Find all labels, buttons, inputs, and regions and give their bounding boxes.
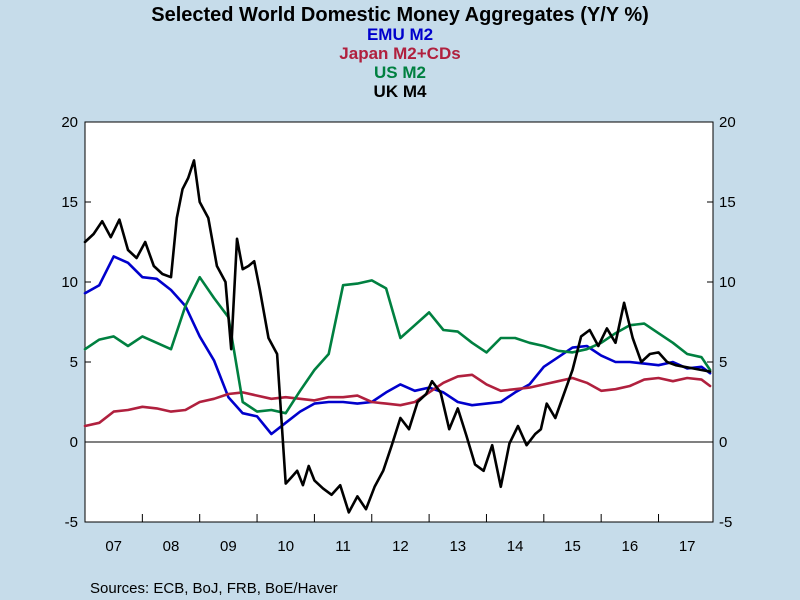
left-tick-label-2: 5 [70, 354, 78, 371]
x-axis: 07 08 09 10 11 12 13 14 15 16 17 [105, 514, 696, 555]
x-tick-label-10: 17 [679, 538, 696, 555]
left-tick-label-5: 20 [61, 114, 78, 131]
legend-entry-1: Japan M2+CDs [339, 44, 460, 63]
x-tick-label-8: 15 [564, 538, 581, 555]
series-line-1 [83, 373, 712, 428]
right-tick-label-4: 15 [719, 194, 736, 211]
x-tick-label-7: 14 [507, 538, 524, 555]
left-tick-label-4: 15 [61, 194, 78, 211]
right-tick-label-0: -5 [719, 514, 732, 531]
plot-area [84, 121, 714, 523]
series-line-0 [83, 255, 712, 436]
left-tick-label-1: 0 [70, 434, 78, 451]
left-tick-label-3: 10 [61, 274, 78, 291]
series-lines [83, 159, 712, 514]
legend-entry-2: US M2 [374, 63, 426, 82]
right-tick-label-2: 5 [719, 354, 727, 371]
right-tick-label-1: 0 [719, 434, 727, 451]
x-tick-label-0: 07 [105, 538, 122, 555]
source-note: Sources: ECB, BoJ, FRB, BoE/Haver [90, 580, 338, 597]
x-tick-label-1: 08 [163, 538, 180, 555]
x-tick-label-9: 16 [621, 538, 638, 555]
x-tick-label-2: 09 [220, 538, 237, 555]
chart-title: Selected World Domestic Money Aggregates… [151, 4, 649, 26]
left-y-axis: -5 0 5 10 15 20 [61, 114, 91, 531]
right-y-axis: -5 0 5 10 15 20 [707, 114, 736, 531]
right-tick-label-5: 20 [719, 114, 736, 131]
x-tick-label-4: 11 [335, 538, 351, 555]
x-tick-label-3: 10 [277, 538, 294, 555]
x-tick-label-6: 13 [449, 538, 466, 555]
x-tick-label-5: 12 [392, 538, 409, 555]
legend-entry-3: UK M4 [374, 82, 427, 101]
series-line-3 [83, 159, 712, 514]
legend-entry-0: EMU M2 [367, 25, 433, 44]
right-tick-label-3: 10 [719, 274, 736, 291]
left-tick-label-0: -5 [65, 514, 78, 531]
